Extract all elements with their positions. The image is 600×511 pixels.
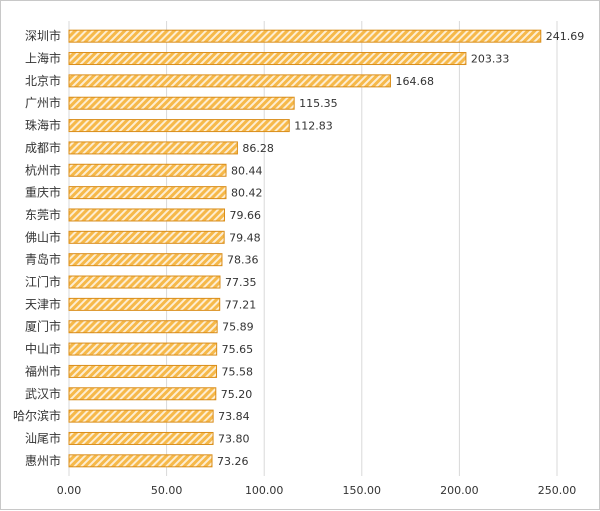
category-label: 哈尔滨市 xyxy=(13,408,61,423)
value-label: 75.20 xyxy=(221,388,253,401)
value-label: 164.68 xyxy=(395,75,434,88)
value-label: 79.48 xyxy=(229,231,261,244)
bar xyxy=(68,297,221,311)
bar xyxy=(68,387,217,401)
labels: 0.00 50.00 100.00 150.00 200.00 250.00 深圳市 241.… xyxy=(13,28,584,497)
bar xyxy=(68,119,290,133)
bar xyxy=(68,431,214,445)
bar xyxy=(68,186,227,200)
x-tick-label: 250.00 xyxy=(538,484,577,497)
category-label: 成都市 xyxy=(25,140,61,155)
value-label: 86.28 xyxy=(242,142,274,155)
bar xyxy=(68,342,218,356)
category-label: 杭州市 xyxy=(25,162,61,177)
gridlines xyxy=(68,21,558,476)
bar xyxy=(68,320,218,334)
bar xyxy=(68,454,213,468)
category-label: 惠州市 xyxy=(25,453,61,468)
value-label: 80.42 xyxy=(231,187,263,200)
category-label: 广州市 xyxy=(25,95,61,110)
value-label: 75.89 xyxy=(222,321,254,334)
category-label: 深圳市 xyxy=(25,28,61,43)
category-label: 天津市 xyxy=(25,296,61,311)
bar xyxy=(68,29,542,43)
bars xyxy=(68,29,542,468)
value-label: 115.35 xyxy=(299,97,338,110)
category-label: 东莞市 xyxy=(25,207,61,222)
value-label: 73.80 xyxy=(218,432,250,445)
value-label: 73.84 xyxy=(218,410,250,423)
value-label: 112.83 xyxy=(294,120,333,133)
value-label: 75.58 xyxy=(222,365,254,378)
value-label: 75.65 xyxy=(222,343,254,356)
category-label: 武汉市 xyxy=(25,386,61,401)
x-tick-label: 50.00 xyxy=(151,484,183,497)
bar xyxy=(68,163,227,177)
bar xyxy=(68,208,225,222)
category-label: 江门市 xyxy=(25,274,61,289)
category-label: 汕尾市 xyxy=(25,430,61,445)
value-label: 73.26 xyxy=(217,455,249,468)
bar xyxy=(68,52,467,66)
value-label: 78.36 xyxy=(227,254,259,267)
bar xyxy=(68,74,391,88)
bar xyxy=(68,230,225,244)
bar xyxy=(68,141,238,155)
value-label: 77.21 xyxy=(225,298,257,311)
bar xyxy=(68,364,218,378)
category-label: 上海市 xyxy=(25,51,61,66)
bar xyxy=(68,253,223,267)
bar xyxy=(68,96,295,110)
category-label: 北京市 xyxy=(25,73,61,88)
x-tick-label: 100.00 xyxy=(245,484,284,497)
value-label: 80.44 xyxy=(231,164,262,177)
category-label: 厦门市 xyxy=(25,319,61,334)
x-tick-label: 200.00 xyxy=(440,484,479,497)
x-tick-label: 150.00 xyxy=(343,484,382,497)
x-tick-label: 0.00 xyxy=(57,484,82,497)
value-label: 79.66 xyxy=(229,209,261,222)
category-label: 中山市 xyxy=(25,341,61,356)
bar xyxy=(68,409,214,423)
category-label: 青岛市 xyxy=(25,252,61,267)
category-label: 福州市 xyxy=(25,363,61,378)
category-label: 珠海市 xyxy=(25,118,61,133)
value-label: 203.33 xyxy=(471,53,510,66)
value-label: 241.69 xyxy=(546,30,585,43)
category-label: 重庆市 xyxy=(25,185,61,200)
category-label: 佛山市 xyxy=(25,229,61,244)
bar xyxy=(68,275,221,289)
value-label: 77.35 xyxy=(225,276,256,289)
